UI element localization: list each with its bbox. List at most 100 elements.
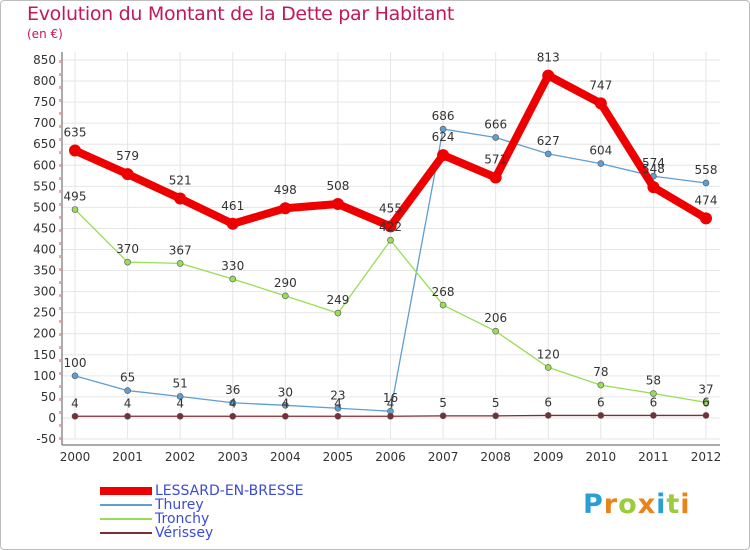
data-label: 58 [646,374,661,388]
x-tick-label: 2008 [480,450,511,464]
x-tick-label: 2003 [217,450,248,464]
x-tick-label: 2011 [638,450,669,464]
data-point [544,150,552,158]
data-point [597,160,605,167]
y-tick-label: 450 [33,221,56,235]
data-point [544,412,552,419]
data-label: 521 [169,174,192,188]
logo-letter: P [583,489,604,520]
y-tick-label: -50 [36,432,56,446]
data-point [542,69,555,82]
data-label: 37 [698,382,713,396]
data-label: 6 [544,395,552,409]
data-label: 4 [334,396,342,410]
data-label: 36 [225,383,240,397]
data-label: 571 [484,152,507,166]
data-point [647,181,660,194]
data-point [71,372,79,380]
data-label: 498 [274,183,297,197]
legend-label: Tronchy [155,511,210,527]
data-point [176,412,184,420]
data-point [384,220,397,233]
data-point [439,125,447,133]
data-point [492,327,499,335]
y-tick-label: 550 [33,179,56,193]
data-label: 5 [439,396,447,410]
data-label: 579 [116,149,139,163]
y-tick-label: 200 [33,327,56,341]
data-label: 4 [71,396,79,410]
data-label: 635 [64,126,87,140]
data-point [597,381,605,389]
data-point [229,412,237,420]
data-label: 604 [589,144,612,158]
legend-swatch [100,504,152,506]
data-label: 4 [387,396,395,410]
data-point [702,412,710,419]
data-point [334,412,342,420]
data-label: 65 [120,371,135,385]
data-point [437,149,450,162]
y-tick-label: 300 [33,285,56,299]
data-point [124,412,131,420]
data-point [597,412,605,419]
data-label: 100 [64,356,87,370]
data-label: 206 [484,311,507,325]
x-tick-label: 2012 [691,450,722,464]
chart-subtitle: (en €) [27,27,63,41]
y-tick-label: 250 [33,306,56,320]
data-point [121,168,134,181]
data-label: 23 [330,388,345,402]
data-point [489,171,502,184]
data-point [492,134,499,141]
data-point [334,309,342,317]
data-label: 330 [221,259,244,273]
legend-label: Vérissey [155,525,214,541]
data-label: 747 [589,78,612,92]
y-tick-label: 850 [33,53,56,67]
logo-letter: o [618,489,638,520]
data-label: 6 [702,395,710,409]
data-label: 474 [695,193,718,207]
data-label: 627 [537,134,560,148]
data-label: 4 [282,396,290,410]
data-point [176,260,184,267]
data-point [282,402,289,409]
data-point [229,275,237,283]
y-tick-label: 100 [33,369,56,383]
data-point [439,412,447,420]
data-label: 5 [492,396,500,410]
proxiti-logo: Proxiti [583,489,691,520]
data-point [69,144,81,157]
data-point [124,387,131,394]
data-point [282,412,289,420]
y-tick-label: 350 [33,264,56,278]
chart-title: Evolution du Montant de la Dette par Hab… [27,3,455,25]
y-tick-label: 400 [33,243,56,257]
x-tick-label: 2007 [428,450,459,464]
data-label: 686 [432,109,455,123]
data-label: 268 [432,285,455,299]
data-label: 6 [650,395,658,409]
x-tick-label: 2005 [323,450,354,464]
y-tick-label: 750 [33,95,56,109]
data-label: 249 [326,293,349,307]
y-tick-label: 700 [33,116,56,130]
data-label: 422 [379,220,402,234]
logo-letter: i [680,489,691,520]
x-tick-label: 2000 [60,450,91,464]
data-label: 16 [383,391,398,405]
data-point [544,364,552,371]
y-tick-label: 650 [33,137,56,151]
data-label: 495 [64,189,87,203]
data-label: 51 [173,376,188,390]
data-label: 6 [597,395,605,409]
data-point [229,399,237,407]
data-point [650,390,657,397]
data-point [650,412,657,419]
logo-letter: i [656,489,667,520]
x-tick-label: 2004 [270,450,301,464]
data-point [334,404,342,412]
data-label: 574 [642,156,665,170]
y-tick-label: 150 [33,348,56,362]
